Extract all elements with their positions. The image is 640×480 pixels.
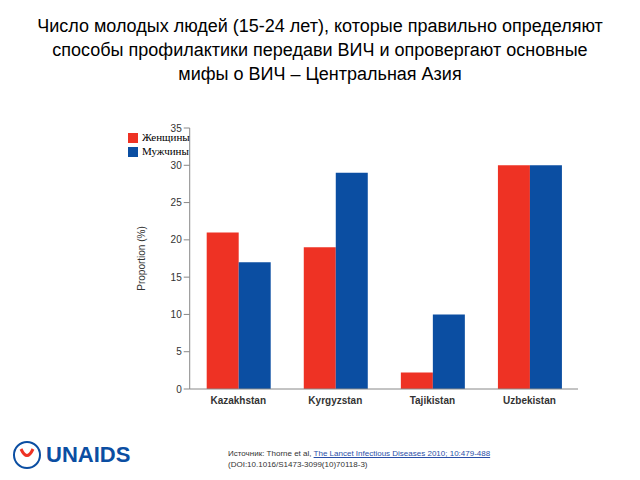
svg-text:Kazakhstan: Kazakhstan [210,395,266,406]
html-text:(DOI:10.1016/S1473-3099(10)701: (DOI:10.1016/S1473-3099(10)70118-3) [228,460,368,469]
svg-text:35: 35 [171,123,183,134]
svg-text:10: 10 [171,309,183,320]
svg-text:30: 30 [171,160,183,171]
svg-text:20: 20 [171,234,183,245]
svg-text:Kyrgyzstan: Kyrgyzstan [308,395,362,406]
html-text:Женщины: Женщины [142,131,190,143]
html-text:Источник: Thorne et al, The La: Источник: Thorne et al, The Lancet Infec… [228,449,491,458]
svg-text:0: 0 [176,384,182,395]
html-text:Число молодых людей (15-24 лет: Число молодых людей (15-24 лет), которые… [37,16,603,84]
html-text:UNAIDS: UNAIDS [46,442,131,467]
svg-text:Tajikistan: Tajikistan [410,395,455,406]
svg-text:Uzbekistan: Uzbekistan [503,395,556,406]
svg-text:Proportion (%): Proportion (%) [136,226,147,290]
svg-text:25: 25 [171,197,183,208]
svg-text:5: 5 [176,346,182,357]
html-text:Мужчины: Мужчины [142,145,189,157]
svg-text:15: 15 [171,272,183,283]
